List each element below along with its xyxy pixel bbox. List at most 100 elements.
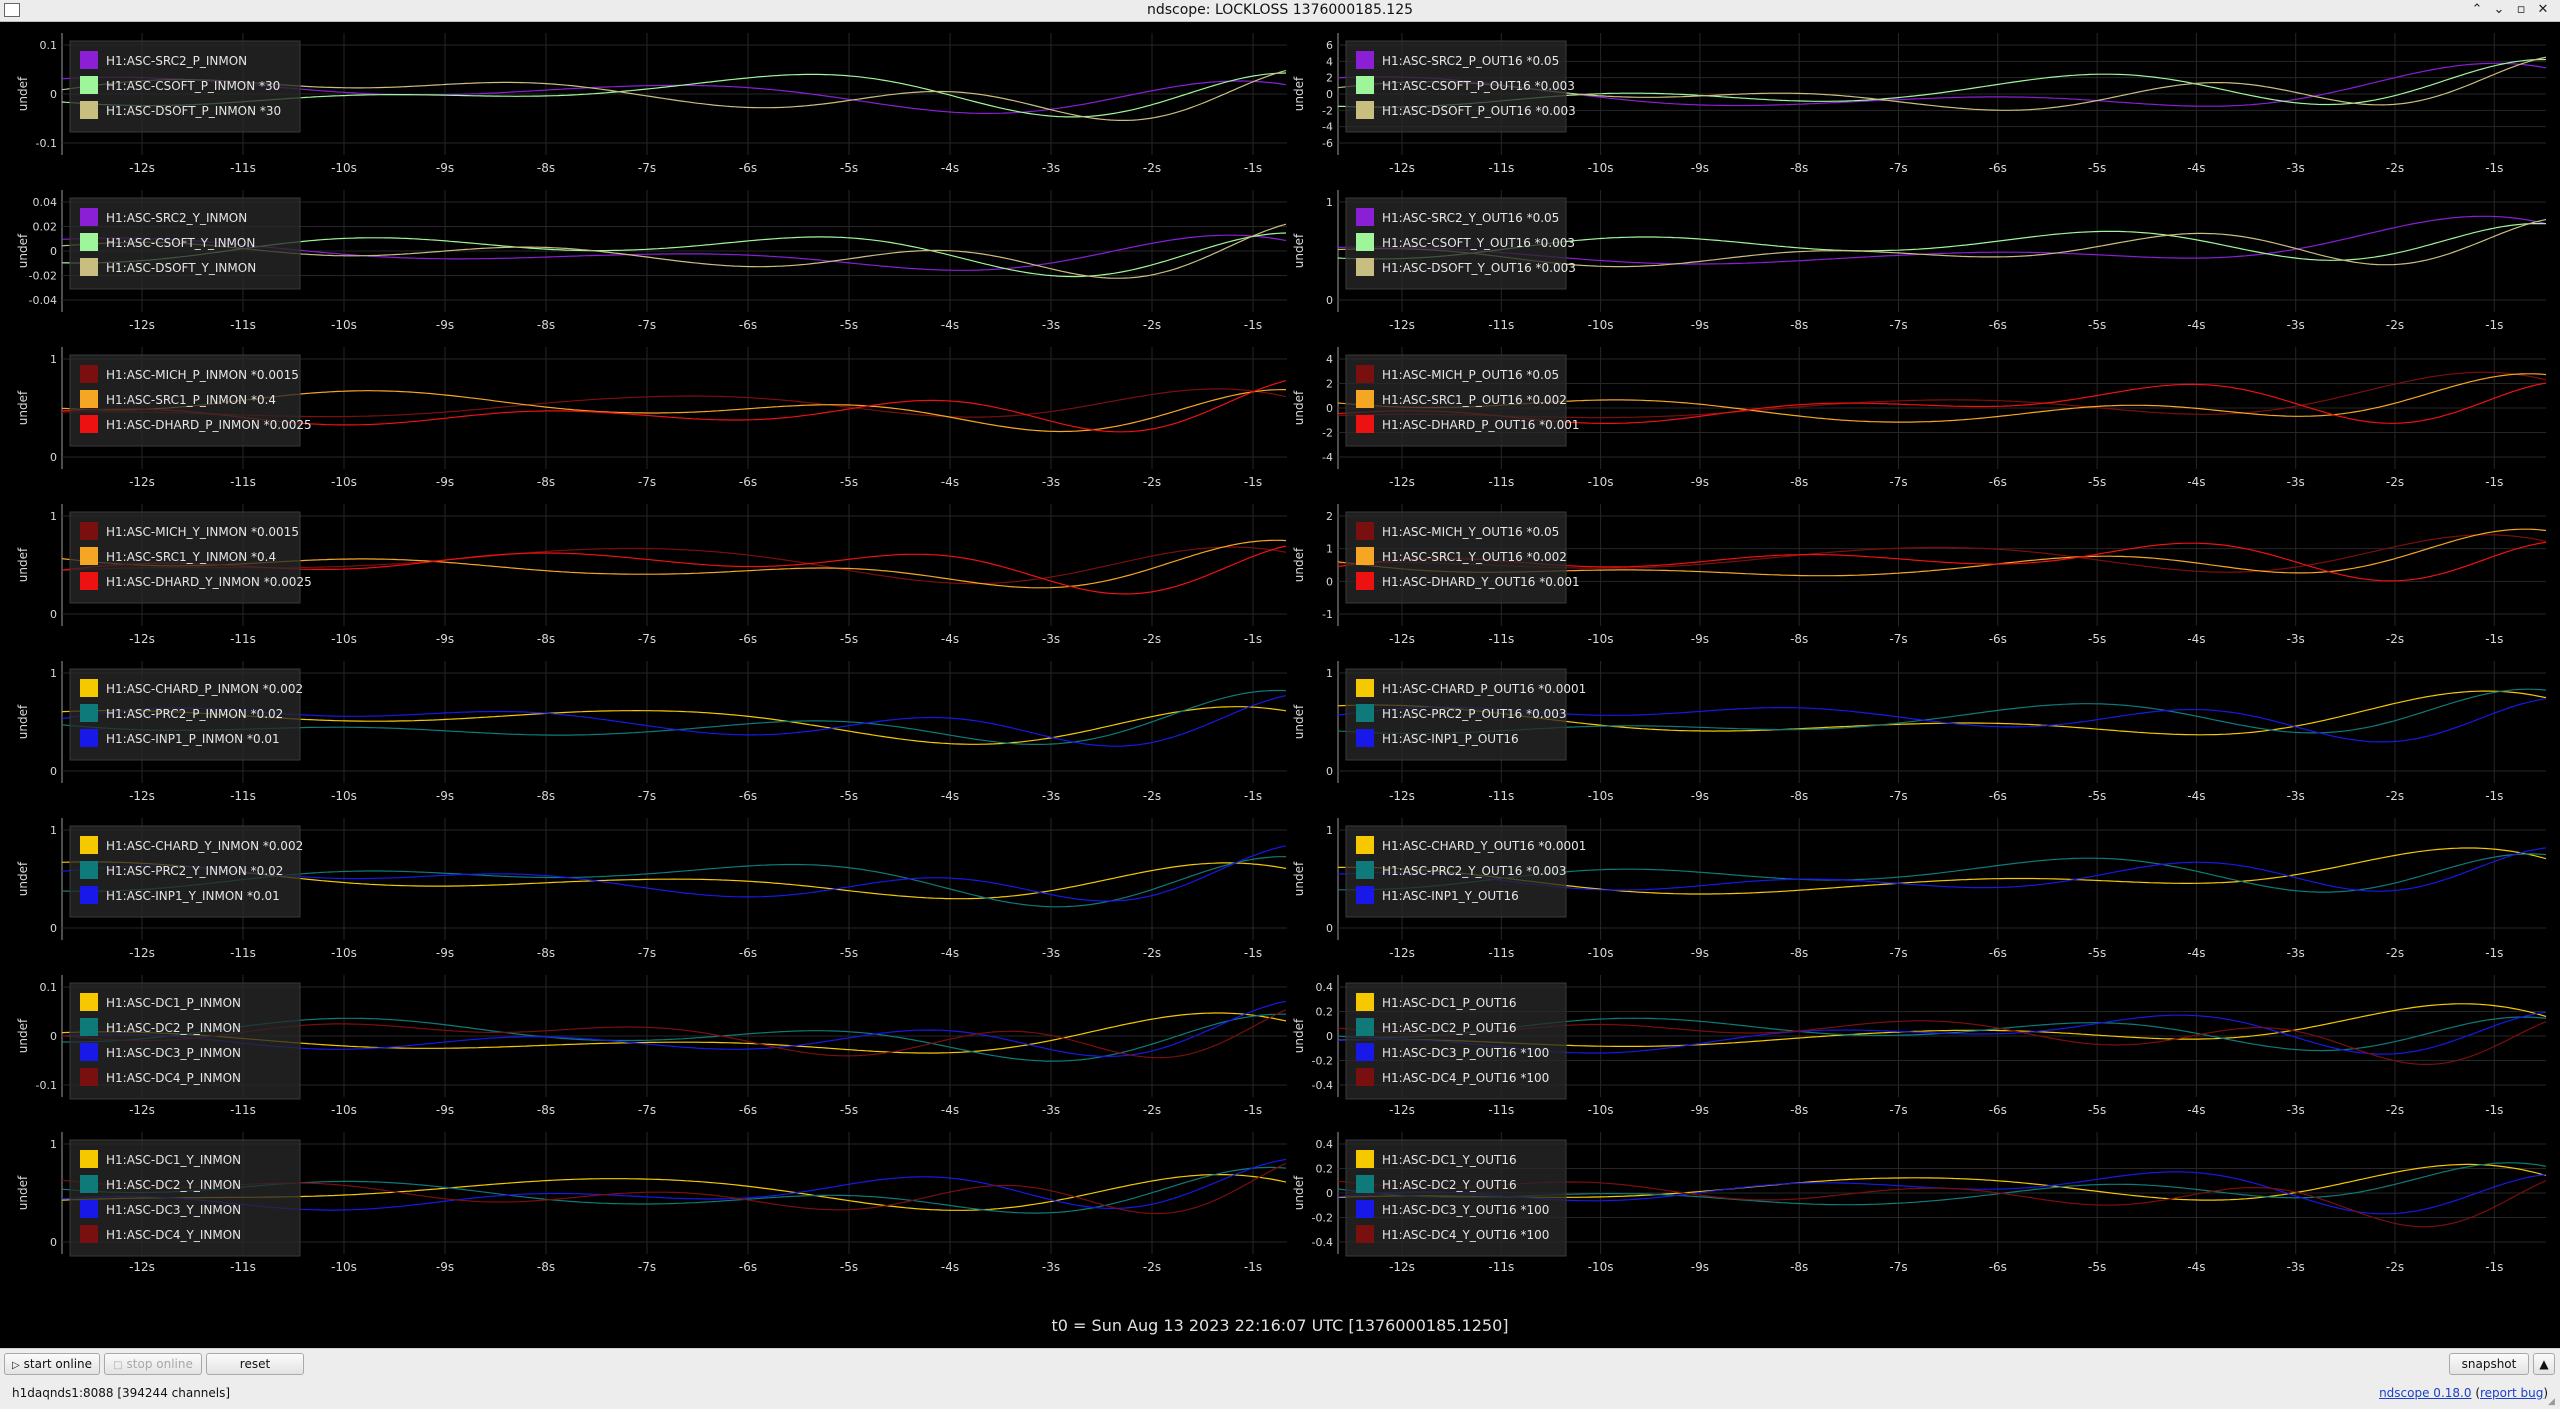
time-tick-label: -8s: [537, 1103, 555, 1117]
time-tick-label: -10s: [331, 632, 357, 646]
time-tick-label: -3s: [1042, 946, 1060, 960]
y-tick-label: 0: [50, 922, 57, 935]
y-tick-label: 0: [50, 1030, 57, 1043]
time-tick-label: -5s: [2088, 946, 2106, 960]
time-tick-label: -3s: [2287, 1260, 2305, 1274]
shade-window-icon[interactable]: ⌃: [2471, 2, 2483, 17]
y-tick-label: 0.4: [1316, 981, 1334, 994]
time-tick-label: -6s: [1989, 632, 2007, 646]
stop-online-button[interactable]: □ stop online: [104, 1353, 202, 1375]
window-title: ndscope: LOCKLOSS 1376000185.125: [1146, 2, 1414, 18]
time-tick-label: -3s: [1042, 161, 1060, 175]
legend-label: H1:ASC-DC1_Y_OUT16: [1382, 1153, 1517, 1167]
y-tick-label: 0.02: [33, 221, 58, 234]
time-tick-label: -8s: [537, 789, 555, 803]
y-tick-label: 0: [50, 765, 57, 778]
resize-grip-icon[interactable]: ◢: [2548, 1397, 2555, 1407]
legend-label: H1:ASC-CHARD_Y_INMON *0.002: [106, 839, 303, 853]
time-tick-label: -5s: [840, 632, 858, 646]
time-tick-label: -11s: [230, 1103, 256, 1117]
legend-swatch: [1356, 51, 1374, 69]
time-tick-label: -12s: [1389, 475, 1415, 489]
legend-label: H1:ASC-DHARD_Y_OUT16 *0.001: [1382, 575, 1580, 589]
time-tick-label: -7s: [638, 632, 656, 646]
time-tick-label: -2s: [1143, 475, 1161, 489]
legend-swatch: [80, 1200, 98, 1218]
time-tick-label: -1s: [2485, 161, 2503, 175]
plot-row6-left: undef -12s -11s -10s -9s -8s -7s -6s -5s -4s -3s -2…: [16, 818, 1287, 960]
legend-label: H1:ASC-MICH_Y_INMON *0.0015: [106, 525, 299, 539]
time-tick-label: -1s: [2485, 946, 2503, 960]
version-link[interactable]: ndscope 0.18.0: [2379, 1386, 2472, 1400]
y-tick-label: -0.4: [1312, 1236, 1333, 1249]
legend-swatch: [80, 572, 98, 590]
y-axis-label: undef: [1292, 1018, 1306, 1053]
collapse-panel-icon[interactable]: ▲: [2533, 1353, 2555, 1375]
time-tick-label: -6s: [739, 1260, 757, 1274]
y-tick-label: 0.1: [40, 39, 58, 52]
time-tick-label: -1s: [1244, 946, 1262, 960]
time-tick-label: -12s: [129, 632, 155, 646]
time-tick-label: -12s: [1389, 1260, 1415, 1274]
legend-swatch: [1356, 365, 1374, 383]
time-tick-label: -2s: [2386, 946, 2404, 960]
reset-button[interactable]: reset: [206, 1353, 304, 1375]
play-icon: ▷: [11, 1360, 20, 1371]
legend-swatch: [80, 258, 98, 276]
legend-label: H1:ASC-DC1_P_OUT16: [1382, 996, 1517, 1010]
minimize-window-icon[interactable]: ⌄: [2493, 2, 2505, 17]
y-axis-label: undef: [1292, 547, 1306, 582]
time-tick-label: -9s: [1691, 318, 1709, 332]
legend-swatch: [80, 76, 98, 94]
legend-label: H1:ASC-DC3_P_INMON: [106, 1046, 241, 1060]
legend-swatch: [1356, 861, 1374, 879]
time-tick-label: -6s: [1989, 161, 2007, 175]
time-tick-label: -8s: [1790, 789, 1808, 803]
time-tick-label: -2s: [1143, 946, 1161, 960]
start-online-button[interactable]: ▷ start online: [4, 1353, 100, 1375]
legend-box: [1345, 40, 1567, 133]
y-tick-label: 1: [1326, 196, 1333, 209]
y-axis-label: undef: [16, 390, 30, 425]
legend-swatch: [1356, 1150, 1374, 1168]
time-tick-label: -9s: [1691, 1260, 1709, 1274]
time-tick-label: -6s: [739, 632, 757, 646]
legend-box: [69, 668, 301, 761]
legend-label: H1:ASC-DC4_P_OUT16 *100: [1382, 1071, 1549, 1085]
legend-swatch: [1356, 233, 1374, 251]
time-tick-label: -8s: [537, 632, 555, 646]
y-tick-label: 2: [1326, 510, 1333, 523]
maximize-window-icon[interactable]: ▫: [2516, 2, 2526, 17]
time-tick-label: -3s: [2287, 789, 2305, 803]
time-tick-label: -6s: [1989, 789, 2007, 803]
time-tick-label: -6s: [739, 946, 757, 960]
time-tick-label: -10s: [331, 789, 357, 803]
y-tick-label: 0.2: [1316, 1163, 1334, 1176]
snapshot-button[interactable]: snapshot: [2449, 1353, 2529, 1375]
report-bug-link[interactable]: report bug: [2480, 1386, 2544, 1400]
time-tick-label: -4s: [941, 946, 959, 960]
plot-row6-right: undef -12s -11s -10s -9s -8s -7s -6s -5s -4s -3s -2…: [1292, 818, 2547, 960]
time-tick-label: -11s: [230, 161, 256, 175]
legend-label: H1:ASC-DC1_Y_INMON: [106, 1153, 241, 1167]
time-tick-label: -9s: [436, 1103, 454, 1117]
time-tick-label: -12s: [1389, 161, 1415, 175]
y-tick-label: -2: [1322, 104, 1333, 117]
close-window-icon[interactable]: ✕: [2537, 2, 2549, 17]
time-tick-label: -2s: [1143, 1260, 1161, 1274]
plot-grid[interactable]: undef -12s -11s -10s -9s -8s -7s -6s -5s -4s -3s -2…: [0, 22, 2560, 1312]
time-tick-label: -5s: [2088, 161, 2106, 175]
time-tick-label: -3s: [1042, 789, 1060, 803]
time-tick-label: -9s: [436, 161, 454, 175]
time-tick-label: -2s: [1143, 318, 1161, 332]
legend-box: [1345, 982, 1567, 1100]
legend-label: H1:ASC-DHARD_P_OUT16 *0.001: [1382, 418, 1580, 432]
time-tick-label: -11s: [230, 475, 256, 489]
plot-row8-right: undef -12s -11s -10s -9s -8s -7s -6s -5s -4s -3s -2…: [1292, 1132, 2547, 1274]
legend-label: H1:ASC-CHARD_P_INMON *0.002: [106, 682, 303, 696]
legend-label: H1:ASC-PRC2_Y_INMON *0.02: [106, 864, 283, 878]
status-bar: h1daqnds1:8088 [394244 channels] ndscope…: [0, 1379, 2560, 1409]
legend-swatch: [80, 208, 98, 226]
legend-swatch: [80, 101, 98, 119]
time-tick-label: -7s: [1889, 789, 1907, 803]
